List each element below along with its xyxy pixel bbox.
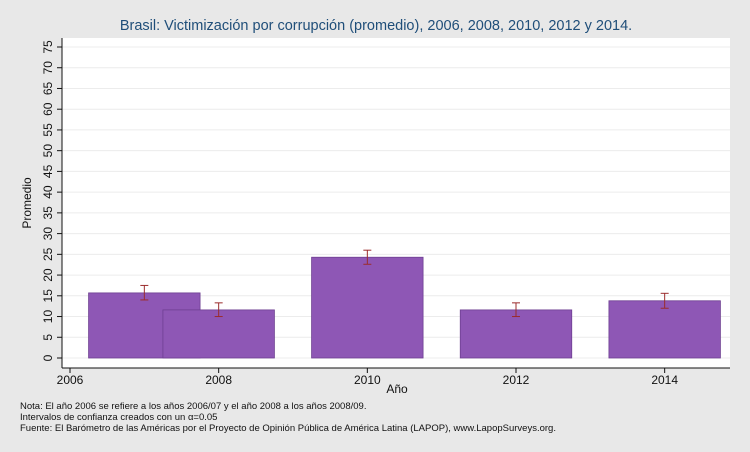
note-line-source: Fuente: El Barómetro de las Américas por… <box>20 423 556 434</box>
error-bar <box>363 249 372 265</box>
y-tick-label: 15 <box>41 289 55 303</box>
y-tick-label: 20 <box>41 268 55 282</box>
y-tick-label: 45 <box>41 164 55 178</box>
y-tick-label: 70 <box>41 61 55 75</box>
y-tick-label: 55 <box>41 123 55 137</box>
x-tick-label: 2006 <box>57 373 84 387</box>
error-bar <box>140 284 149 301</box>
x-tick-label: 2008 <box>205 373 232 387</box>
x-tick-label: 2010 <box>354 373 381 387</box>
note-line-confidence: Intervalos de confianza creados con un α… <box>20 412 218 423</box>
y-tick-label: 0 <box>41 354 55 361</box>
x-tick-label: 2012 <box>503 373 530 387</box>
bar <box>608 300 721 359</box>
note-line-years: Nota: El año 2006 se refiere a los años … <box>20 401 367 412</box>
y-tick-label: 50 <box>41 144 55 158</box>
y-tick-label: 25 <box>41 247 55 261</box>
bar <box>459 309 573 359</box>
error-bar <box>512 302 520 318</box>
bar <box>311 256 424 359</box>
chart-notes: Nota: El año 2006 se refiere a los años … <box>20 401 556 434</box>
y-tick-label: 65 <box>41 81 55 95</box>
y-tick-label: 75 <box>41 40 55 54</box>
chart-title: Brasil: Victimización por corrupción (pr… <box>120 18 632 34</box>
y-tick-label: 30 <box>41 227 55 241</box>
x-axis-label: Año <box>386 382 408 396</box>
y-tick-label: 35 <box>41 206 55 220</box>
y-axis-label: Promedio <box>20 177 34 229</box>
error-bar <box>660 292 669 309</box>
y-tick-label: 5 <box>41 334 55 341</box>
y-tick-label: 40 <box>41 185 55 199</box>
x-tick-label: 2014 <box>651 373 678 387</box>
y-tick-label: 10 <box>41 310 55 324</box>
error-bar <box>214 302 223 318</box>
bar <box>162 309 275 359</box>
y-tick-label: 60 <box>41 102 55 116</box>
